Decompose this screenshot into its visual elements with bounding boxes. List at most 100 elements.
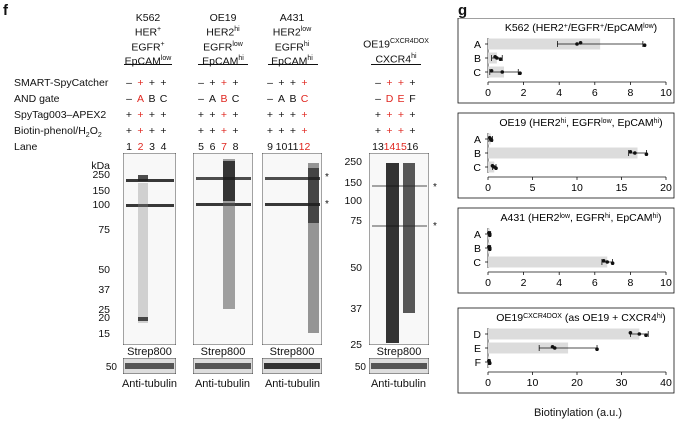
band <box>265 203 320 206</box>
spytag-cell: + <box>301 109 308 121</box>
marker-label: 50 <box>350 262 362 274</box>
lane-cell: 5 <box>198 141 204 153</box>
biotin-cell: + <box>148 125 156 137</box>
x-tick-label: 2 <box>521 87 527 99</box>
biotin-cell: + <box>289 125 297 137</box>
smear <box>386 163 399 343</box>
tubulin-band <box>371 363 427 369</box>
smart-cell: + <box>137 77 144 89</box>
x-tick-label: 8 <box>627 87 633 99</box>
x-tick-label: 4 <box>556 277 562 289</box>
biotin-cell: + <box>386 125 393 137</box>
band <box>372 225 427 227</box>
bar <box>488 147 638 159</box>
group-underline <box>198 64 248 65</box>
andgate-cell: – <box>126 93 132 105</box>
smear <box>308 163 319 333</box>
lane-cell: 13 <box>372 141 384 153</box>
chart-xlabel: Biotinylation (a.u.) <box>533 407 623 419</box>
data-point <box>552 346 557 350</box>
band <box>126 204 174 207</box>
tubulin-blot <box>123 358 176 374</box>
chart-title: OE19 (HER2hi, EGFRlow, EpCAMhi) <box>499 117 662 129</box>
tubulin-blot <box>262 358 322 374</box>
biotin-cell: + <box>278 125 285 137</box>
marker-label: 25 <box>98 304 110 316</box>
lane-cell: 8 <box>232 141 239 153</box>
andgate-cell: – <box>267 93 273 105</box>
tubulin-caption: Anti-tubulin <box>194 378 251 390</box>
spytag-cell: + <box>220 109 228 121</box>
data-point <box>628 150 633 154</box>
blot-a431 <box>262 153 322 345</box>
lane-cell: 9 <box>267 141 273 153</box>
biotin-cell: + <box>374 125 382 137</box>
andgate-cell: F <box>409 93 416 105</box>
lane-cell: 4 <box>160 141 167 153</box>
andgate-cell: B <box>289 93 297 105</box>
header-text: HER2 <box>272 26 301 39</box>
header-sup: hi <box>303 40 310 48</box>
chart-title: OE19CXCR4DOX (as OE19 + CXCR4hi) <box>496 312 666 324</box>
data-point <box>605 260 610 264</box>
header-line: EGFR+ <box>118 39 178 54</box>
spytag-cell: + <box>266 109 274 121</box>
smart-cell: + <box>397 77 405 89</box>
smear <box>308 168 319 223</box>
header-text: EGFR <box>203 41 233 53</box>
biotin-cell: + <box>301 125 308 137</box>
andgate-cell: – <box>375 93 381 105</box>
header-sup: hi <box>234 26 240 33</box>
smart-cell: + <box>160 77 167 89</box>
header-sup: hi <box>411 52 417 60</box>
bar <box>488 256 608 268</box>
row-label-smart-spycatcher: SMART-SpyCatcher <box>14 77 109 89</box>
group-underline <box>268 64 318 65</box>
x-tick-label: 0 <box>485 87 491 99</box>
category-label: D <box>473 329 481 341</box>
blot-frame <box>123 153 176 345</box>
andgate-cell: – <box>198 93 204 105</box>
data-point <box>494 166 498 170</box>
smear <box>138 183 148 323</box>
spytag-cell: + <box>197 109 205 121</box>
data-point <box>575 42 579 46</box>
asterisk-marker: * <box>433 182 437 193</box>
lane-cell: 1 <box>126 141 132 153</box>
spytag-cell: + <box>386 109 393 121</box>
smart-cell: + <box>209 77 216 89</box>
tubulin-marker: 50 <box>105 362 117 373</box>
biotin-cell: + <box>397 125 405 137</box>
asterisk-marker: * <box>325 199 329 210</box>
header-sup: + <box>160 40 165 48</box>
header-line: EpCAMhi <box>193 53 253 68</box>
marker-label: 15 <box>98 328 110 340</box>
smart-cell: – <box>375 77 381 89</box>
data-point <box>610 261 615 265</box>
marker-label: 250 <box>344 156 362 168</box>
marker-label: 75 <box>98 224 110 236</box>
category-label: C <box>473 67 481 79</box>
band <box>372 185 427 187</box>
data-point <box>487 233 492 237</box>
blot-oe19-cxcr4dox <box>369 153 429 345</box>
header-line: HER2low <box>262 24 322 39</box>
header-sup: hi <box>307 55 313 62</box>
biotin-cell: + <box>232 125 239 137</box>
blot-oe19 <box>193 153 253 345</box>
data-point <box>642 43 647 47</box>
biotin-cell: + <box>125 125 133 137</box>
tubulin-caption: Anti-tubulin <box>370 378 427 390</box>
header-line: HER2hi <box>193 24 253 39</box>
x-tick-label: 0 <box>485 277 491 289</box>
spytag-cell: + <box>397 109 405 121</box>
group-underline <box>371 64 421 65</box>
lane-cell: 7 <box>221 141 227 153</box>
tubulin-band <box>125 363 174 369</box>
header-line: EGFRhi <box>262 39 322 54</box>
smear <box>403 163 415 313</box>
header-line: A431 <box>279 12 305 24</box>
lane-cell: 3 <box>149 141 155 153</box>
category-label: C <box>473 257 481 269</box>
